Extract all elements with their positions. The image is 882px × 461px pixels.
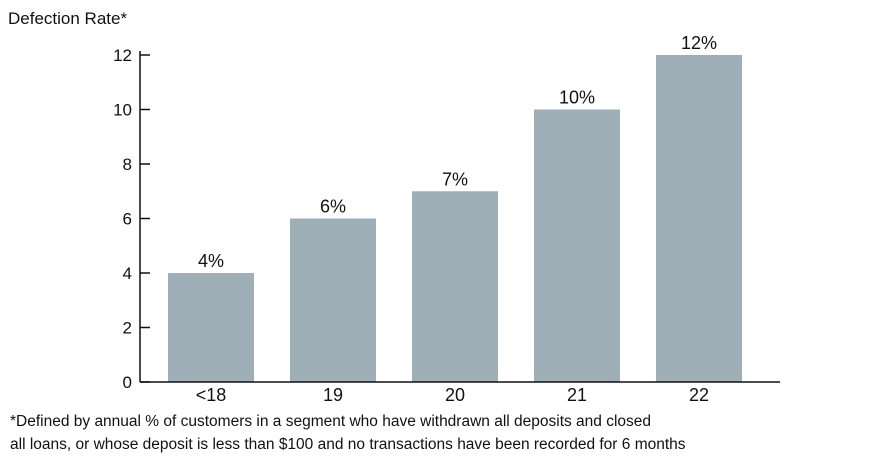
y-axis-title: Defection Rate*: [8, 9, 128, 28]
y-tick-label: 8: [123, 155, 132, 174]
bars: 4% 6% 7% 10% 12%: [168, 33, 742, 382]
bar-value-label: 7%: [442, 169, 468, 189]
x-tick-label: 19: [323, 385, 343, 405]
footnote-line-1: *Defined by annual % of customers in a s…: [10, 413, 652, 430]
y-tick-label: 0: [123, 373, 132, 392]
bar: [656, 55, 742, 382]
y-axis: 0 2 4 6 8 10 12: [113, 46, 150, 392]
y-tick-label: 2: [123, 319, 132, 338]
bar-value-label: 12%: [681, 33, 717, 53]
y-tick-label: 6: [123, 210, 132, 229]
x-tick-label: <18: [196, 385, 227, 405]
bar-value-label: 10%: [559, 88, 595, 108]
bar: [412, 191, 498, 382]
bar: [290, 218, 376, 382]
x-axis: <18 19 20 21 22: [140, 381, 780, 405]
bar: [534, 109, 620, 382]
y-tick-label: 10: [113, 101, 132, 120]
footnote-line-2: all loans, or whose deposit is less than…: [10, 436, 686, 453]
bar-value-label: 6%: [320, 197, 346, 217]
x-tick-label: 22: [689, 385, 709, 405]
bar-chart: 0 2 4 6 8 10 12 4% 6% 7% 10% 12% <18 19 20 21 22: [113, 33, 780, 405]
y-tick-label: 4: [123, 264, 132, 283]
x-tick-label: 20: [445, 385, 465, 405]
y-tick-label: 12: [113, 46, 132, 65]
footnote: *Defined by annual % of customers in a s…: [10, 410, 880, 456]
bar-value-label: 4%: [198, 251, 224, 271]
x-tick-label: 21: [567, 385, 587, 405]
bar: [168, 273, 254, 382]
